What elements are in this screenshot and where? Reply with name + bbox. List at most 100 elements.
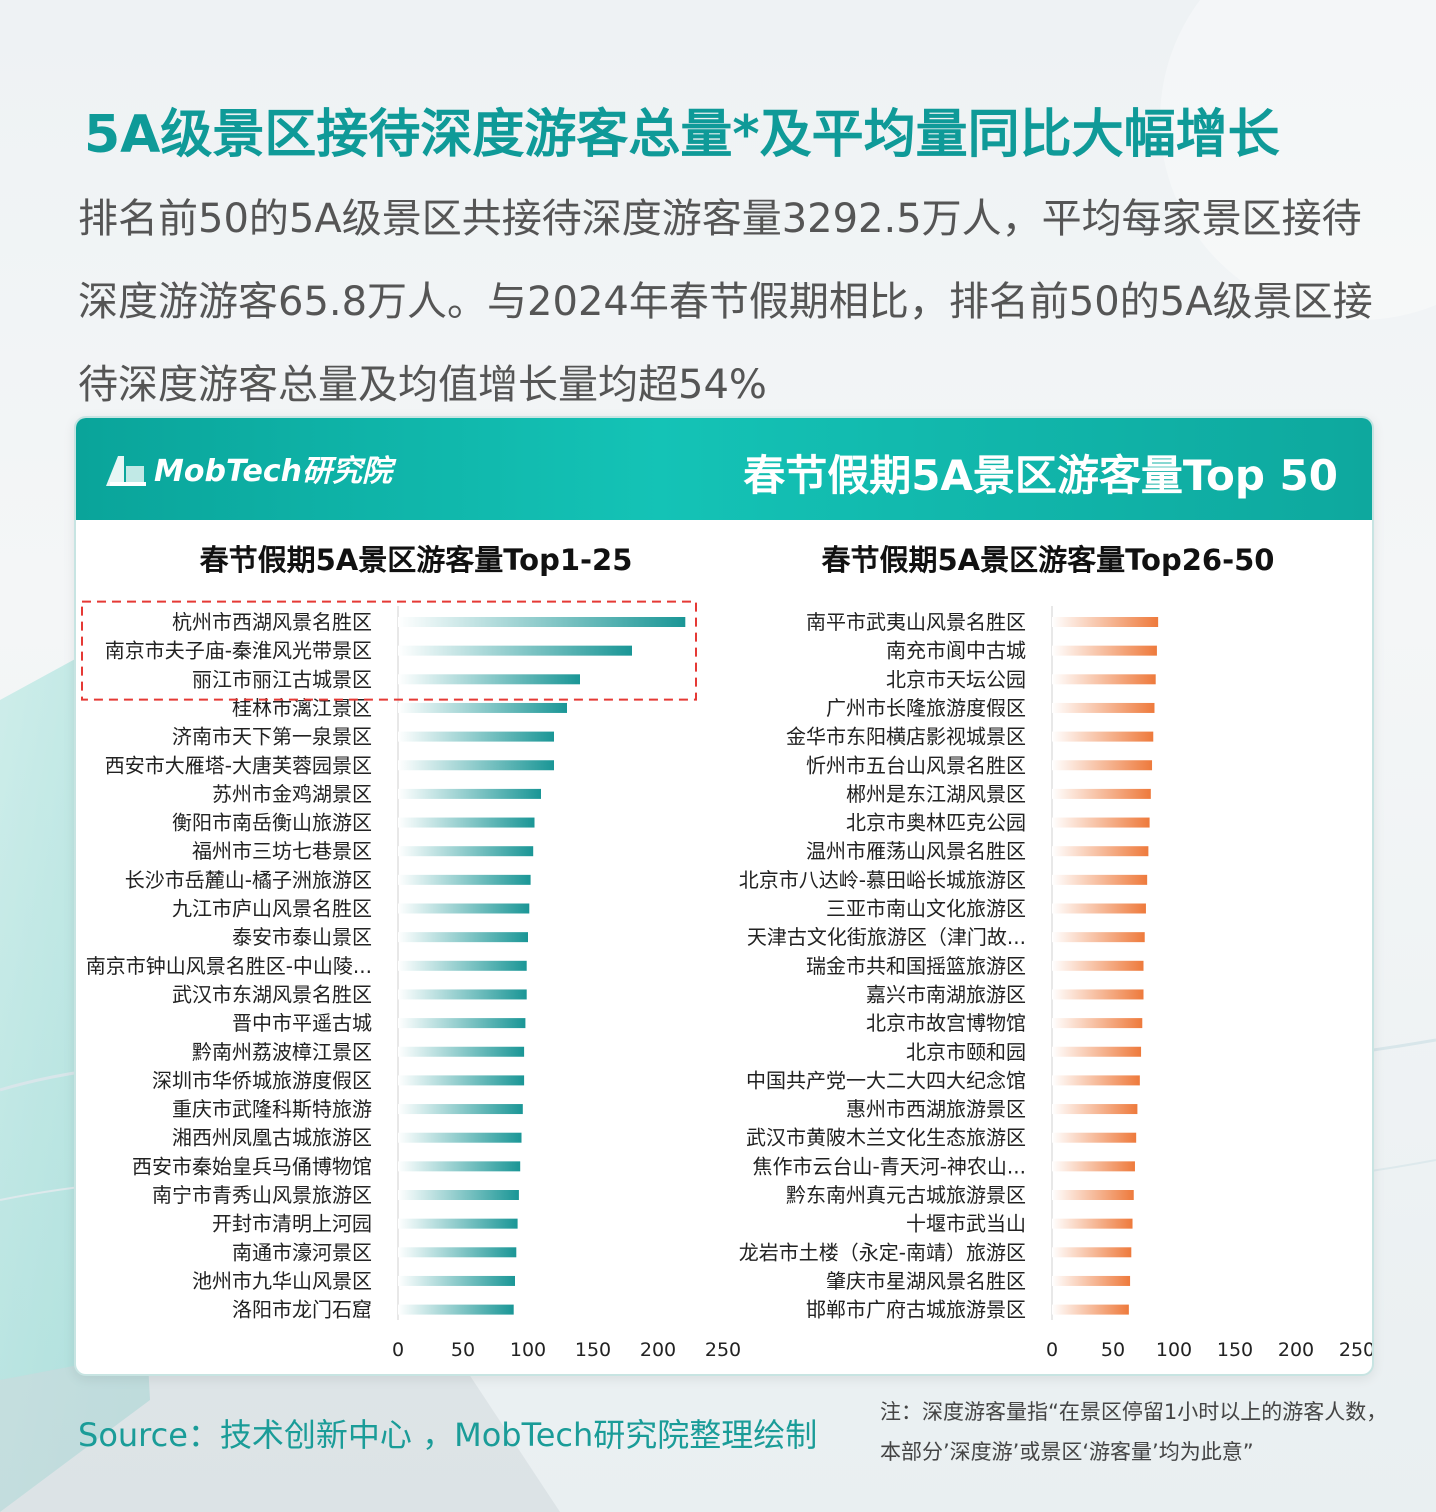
category-label: 武汉市东湖风景名胜区	[172, 982, 372, 1006]
bar	[398, 1304, 514, 1315]
category-label: 天津古文化街旅游区（津门故...	[747, 925, 1026, 949]
bar	[1052, 1132, 1137, 1143]
bar	[1052, 1275, 1131, 1286]
bar	[1052, 874, 1148, 885]
source-note: Source：技术创新中心 ，MobTech研究院整理绘制	[78, 1416, 818, 1454]
bar	[1052, 903, 1146, 914]
page-subtitle: 排名前50的5A级景区共接待深度游客量3292.5万人，平均每家景区接待深度游游…	[78, 196, 1373, 408]
category-label: 肇庆市星湖风景名胜区	[826, 1269, 1026, 1293]
category-label: 南宁市青秀山风景旅游区	[152, 1183, 372, 1207]
bar	[1052, 932, 1145, 943]
bar	[1052, 960, 1144, 971]
x-tick-label: 50	[1101, 1339, 1125, 1361]
bar	[398, 788, 541, 799]
bar	[398, 702, 567, 713]
category-label: 南平市武夷山风景名胜区	[806, 610, 1026, 634]
category-label: 广州市长隆旅游度假区	[826, 696, 1026, 720]
category-label: 龙岩市土楼（永定-南靖）旅游区	[739, 1240, 1026, 1264]
bar	[1052, 989, 1144, 1000]
category-label: 焦作市云台山-青天河-神农山...	[752, 1154, 1026, 1178]
category-label: 湘西州凤凰古城旅游区	[172, 1126, 372, 1150]
bar	[1052, 1161, 1135, 1172]
bar	[398, 760, 554, 771]
category-label: 福州市三坊七巷景区	[192, 839, 372, 863]
category-label: 北京市颐和园	[906, 1040, 1026, 1064]
bar	[398, 1275, 515, 1286]
category-label: 衡阳市南岳衡山旅游区	[172, 811, 372, 835]
footnote: 注：深度游客量指“在景区停留1小时以上的游客人数，本部分’深度游’或景区‘游客量…	[880, 1400, 1388, 1464]
bar	[1052, 1218, 1133, 1229]
bar	[398, 932, 528, 943]
x-tick-label: 50	[451, 1339, 475, 1361]
bar	[398, 731, 554, 742]
bar	[398, 989, 527, 1000]
bar	[1052, 846, 1149, 857]
x-tick-label: 150	[575, 1339, 611, 1361]
category-label: 北京市奥林匹克公园	[846, 811, 1026, 835]
chart-card: MobTech研究院 春节假期5A景区游客量Top 50 春节假期5A景区游客量…	[74, 416, 1374, 1376]
category-label: 西安市大雁塔-大唐芙蓉园景区	[105, 753, 372, 777]
x-tick-label: 250	[705, 1339, 741, 1361]
bar	[398, 874, 531, 885]
page-title: 5A级景区接待深度游客总量*及平均量同比大幅增长	[84, 105, 1280, 165]
category-label: 黔东南州真元古城旅游景区	[786, 1183, 1026, 1207]
category-label: 武汉市黄陂木兰文化生态旅游区	[746, 1126, 1026, 1150]
highlight-box-top3	[81, 600, 697, 701]
bar	[1052, 645, 1157, 656]
bar	[398, 846, 534, 857]
category-label: 南京市夫子庙-秦淮风光带景区	[105, 639, 372, 663]
category-label: 忻州市五台山风景名胜区	[806, 753, 1026, 777]
bar	[398, 1046, 525, 1057]
bar	[398, 960, 527, 971]
category-label: 西安市秦始皇兵马俑博物馆	[132, 1154, 372, 1178]
card-header-title: 春节假期5A景区游客量Top 50	[743, 451, 1338, 500]
category-label: 泰安市泰山景区	[232, 925, 372, 949]
category-label: 洛阳市龙门石窟	[232, 1298, 372, 1322]
category-label: 深圳市华侨城旅游度假区	[152, 1068, 372, 1092]
x-tick-label: 100	[510, 1339, 546, 1361]
category-label: 郴州是东江湖风景区	[846, 782, 1026, 806]
card-header: MobTech研究院 春节假期5A景区游客量Top 50	[76, 418, 1372, 520]
bar	[398, 817, 535, 828]
bar	[398, 1190, 519, 1200]
bar	[1052, 788, 1151, 799]
category-label: 北京市八达岭-慕田峪长城旅游区	[739, 868, 1026, 892]
bar	[1052, 1018, 1143, 1029]
bar	[1052, 617, 1159, 627]
category-label: 开封市清明上河园	[212, 1212, 372, 1236]
category-label: 温州市雁荡山风景名胜区	[806, 839, 1026, 863]
category-label: 晋中市平遥古城	[232, 1011, 372, 1035]
bar	[1052, 674, 1156, 685]
category-label: 金华市东阳横店影视城景区	[786, 725, 1026, 749]
bar	[1052, 1304, 1129, 1315]
category-label: 桂林市漓江景区	[232, 696, 372, 720]
bar	[1052, 817, 1150, 828]
mobtech-logo: MobTech研究院	[104, 440, 392, 496]
category-label: 池州市九华山风景区	[192, 1269, 372, 1293]
bar	[398, 903, 530, 914]
x-tick-label: 200	[1278, 1339, 1314, 1361]
bar	[1052, 1104, 1138, 1115]
category-label: 苏州市金鸡湖景区	[212, 782, 372, 806]
category-label: 杭州市西湖风景名胜区	[172, 610, 372, 634]
category-label: 十堰市武当山	[906, 1212, 1026, 1236]
category-label: 嘉兴市南湖旅游区	[866, 982, 1026, 1006]
category-label: 黔南州荔波樟江景区	[192, 1040, 372, 1064]
chart-title-left: 春节假期5A景区游客量Top1-25	[200, 543, 633, 577]
charts-area: 春节假期5A景区游客量Top1-25 杭州市西湖风景名胜区南京市夫子庙-秦淮风光带…	[81, 543, 1372, 1361]
category-label: 重庆市武隆科斯特旅游	[172, 1097, 372, 1121]
category-label: 南充市阆中古城	[886, 639, 1026, 663]
bar	[1052, 760, 1153, 771]
category-label: 南京市钟山风景名胜区-中山陵...	[86, 954, 372, 978]
x-tick-label: 0	[1046, 1339, 1058, 1361]
bar	[1052, 702, 1155, 713]
category-label: 中国共产党一大二大四大纪念馆	[746, 1068, 1026, 1092]
bar	[398, 1247, 517, 1258]
bar	[398, 674, 580, 685]
x-tick-label: 100	[1156, 1339, 1192, 1361]
bar	[398, 645, 632, 656]
bar	[398, 1218, 518, 1229]
bar	[1052, 1046, 1142, 1057]
category-label: 长沙市岳麓山-橘子洲旅游区	[125, 868, 372, 892]
bar	[1052, 1247, 1132, 1258]
